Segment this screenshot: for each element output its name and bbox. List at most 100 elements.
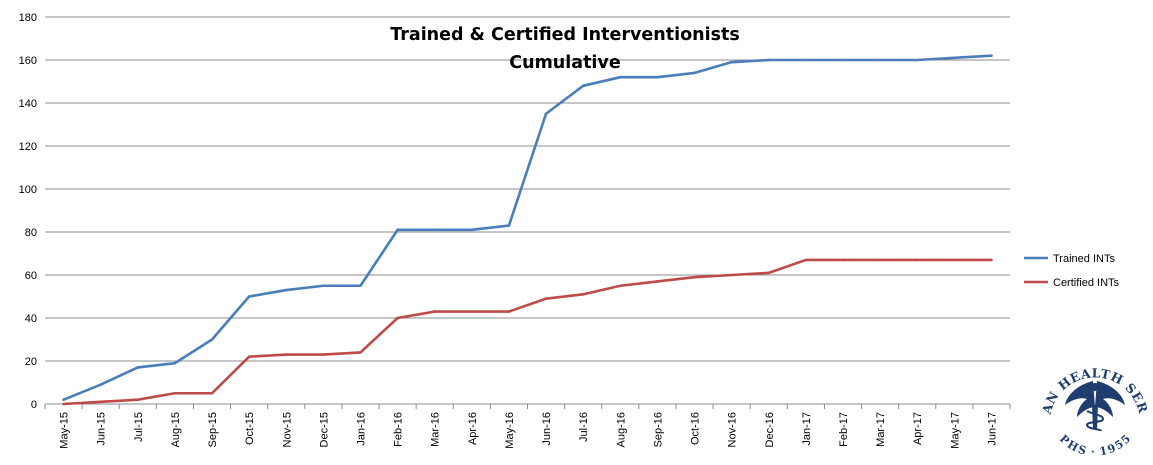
x-tick-label: Jul-15 bbox=[133, 412, 145, 442]
data-point bbox=[953, 56, 956, 60]
data-point bbox=[136, 366, 140, 369]
y-axis-ticks: 0 20 40 60 80 100 120 140 160 180 bbox=[19, 12, 37, 411]
data-point bbox=[470, 310, 474, 313]
x-tick-label: Jun-16 bbox=[541, 412, 553, 446]
x-tick-label: Jul-16 bbox=[578, 412, 590, 442]
data-point bbox=[767, 58, 771, 62]
x-tick-label: Apr-17 bbox=[912, 412, 924, 445]
y-tick-label: 0 bbox=[31, 399, 37, 411]
data-point bbox=[656, 280, 659, 283]
x-tick-label: May-16 bbox=[504, 412, 516, 449]
data-point bbox=[878, 58, 882, 62]
x-axis-ticks: May-15 Jun-15 Jul-15 Aug-15 Sep-15 Oct-15 Nov-… bbox=[44, 404, 1011, 449]
data-point bbox=[953, 258, 956, 262]
data-point bbox=[284, 288, 288, 292]
x-tick-label: Mar-17 bbox=[875, 412, 887, 447]
x-tick-label: Jan-17 bbox=[801, 412, 813, 446]
x-tick-label: Dec-16 bbox=[764, 412, 776, 447]
ihs-logo: INDIAN HEALTH SERVICE PHS · 1955 bbox=[1039, 365, 1151, 458]
series-0 bbox=[62, 54, 993, 402]
data-point bbox=[507, 310, 511, 313]
y-tick-label: 180 bbox=[19, 12, 37, 24]
data-point bbox=[210, 391, 214, 395]
data-point bbox=[396, 316, 399, 320]
svg-text:PHS · 1955: PHS · 1955 bbox=[1057, 432, 1133, 458]
x-tick-label: Nov-16 bbox=[727, 412, 739, 447]
data-point bbox=[470, 228, 474, 232]
data-point bbox=[210, 338, 214, 341]
y-tick-label: 140 bbox=[19, 98, 37, 110]
y-tick-label: 20 bbox=[25, 356, 37, 368]
x-tick-label: Dec-15 bbox=[318, 412, 330, 447]
chart-title: Trained & Certified Interventionists bbox=[390, 25, 740, 45]
x-tick-label: Aug-15 bbox=[170, 412, 182, 447]
x-tick-label: Nov-15 bbox=[281, 412, 293, 447]
data-point bbox=[767, 271, 771, 275]
data-point bbox=[990, 258, 993, 262]
data-point bbox=[136, 398, 140, 402]
y-tick-label: 40 bbox=[25, 313, 37, 325]
y-tick-label: 80 bbox=[25, 227, 37, 239]
data-point bbox=[618, 284, 622, 288]
data-point bbox=[173, 361, 177, 365]
x-tick-label: Jan-16 bbox=[355, 412, 367, 446]
x-tick-label: Feb-17 bbox=[838, 412, 850, 447]
data-point bbox=[618, 75, 622, 79]
x-tick-label: Feb-16 bbox=[393, 412, 405, 447]
data-point bbox=[322, 353, 325, 356]
series-1 bbox=[62, 258, 993, 406]
x-tick-label: Sep-16 bbox=[652, 412, 664, 447]
legend-label: Certified INTs bbox=[1053, 277, 1120, 289]
series-line bbox=[63, 54, 992, 401]
x-tick-label: Aug-16 bbox=[615, 412, 627, 447]
data-point bbox=[99, 383, 102, 386]
data-point bbox=[284, 353, 288, 356]
data-point bbox=[804, 258, 808, 262]
data-point bbox=[359, 351, 362, 354]
data-point bbox=[544, 112, 548, 116]
data-point bbox=[62, 402, 65, 406]
data-point bbox=[730, 60, 733, 64]
data-point bbox=[656, 75, 659, 79]
series-line bbox=[63, 258, 992, 406]
x-tick-label: Oct-16 bbox=[690, 412, 702, 445]
y-tick-label: 60 bbox=[25, 270, 37, 282]
y-tick-label: 100 bbox=[19, 184, 37, 196]
legend-label: Trained INTs bbox=[1053, 253, 1115, 265]
data-point bbox=[99, 400, 102, 404]
data-point bbox=[433, 228, 437, 232]
chart-subtitle: Cumulative bbox=[509, 53, 621, 73]
y-tick-label: 160 bbox=[19, 55, 37, 67]
data-point bbox=[693, 71, 696, 75]
x-tick-label: Sep-15 bbox=[207, 412, 219, 447]
data-point bbox=[544, 297, 548, 300]
x-tick-label: May-17 bbox=[949, 412, 961, 449]
data-point bbox=[359, 284, 362, 288]
logo-bottom-text: PHS · 1955 bbox=[1057, 432, 1133, 458]
data-point bbox=[173, 391, 177, 395]
data-point bbox=[62, 398, 65, 402]
data-point bbox=[878, 258, 882, 262]
x-tick-label: Mar-16 bbox=[430, 412, 442, 447]
x-tick-label: Jun-17 bbox=[986, 412, 998, 446]
data-point bbox=[396, 228, 399, 232]
data-point bbox=[581, 293, 585, 296]
data-point bbox=[581, 84, 585, 88]
x-tick-label: May-15 bbox=[59, 412, 71, 449]
x-tick-label: Apr-16 bbox=[467, 412, 479, 445]
data-point bbox=[730, 273, 733, 277]
data-point bbox=[247, 355, 251, 359]
eagle-icon bbox=[1065, 381, 1125, 432]
data-point bbox=[322, 284, 325, 288]
data-point bbox=[915, 258, 919, 262]
data-point bbox=[433, 310, 437, 313]
series-lines bbox=[62, 54, 993, 406]
legend: Trained INTs Certified INTs bbox=[1024, 253, 1120, 289]
data-point bbox=[804, 58, 808, 62]
data-point bbox=[841, 258, 845, 262]
data-point bbox=[507, 224, 511, 227]
data-point bbox=[841, 58, 845, 62]
data-point bbox=[990, 54, 993, 57]
y-tick-label: 120 bbox=[19, 141, 37, 153]
